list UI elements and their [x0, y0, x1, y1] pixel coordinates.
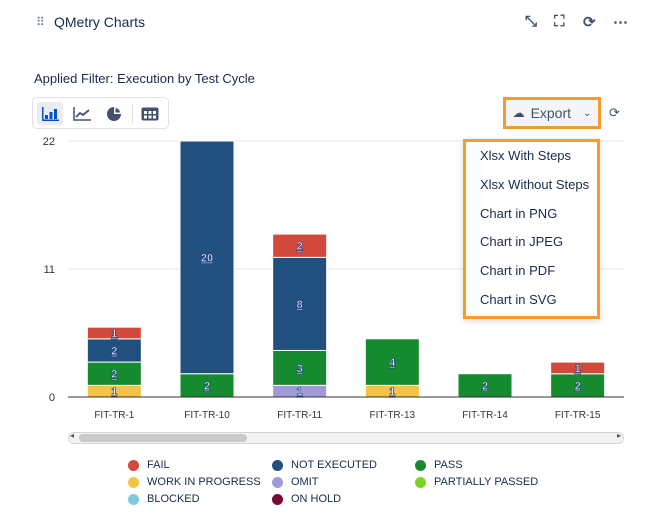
- data-label: 1: [575, 363, 581, 375]
- legend-item[interactable]: FAIL: [128, 459, 170, 471]
- menu-item-chart-jpeg[interactable]: Chart in JPEG: [480, 234, 564, 249]
- data-label: 1: [389, 386, 395, 398]
- x-tick-label: FIT-TR-10: [184, 410, 230, 421]
- legend-item[interactable]: OMIT: [272, 476, 319, 488]
- data-label: 3: [297, 363, 303, 375]
- bar-segment: [272, 233, 328, 258]
- cloud-download-icon: ☁: [512, 106, 525, 120]
- y-tick-label: 11: [44, 264, 55, 276]
- legend-dot-icon: [415, 476, 426, 488]
- legend-dot-icon: [128, 476, 139, 488]
- scrollbar-thumb[interactable]: [79, 434, 247, 442]
- export-button[interactable]: ☁ Export ⌄: [503, 97, 601, 129]
- legend-dot-icon: [272, 459, 283, 471]
- menu-item-xlsx-without-steps[interactable]: Xlsx Without Steps: [480, 177, 590, 192]
- y-tick-label: 22: [43, 136, 55, 148]
- legend-item[interactable]: NOT EXECUTED: [272, 459, 377, 471]
- legend-dot-icon: [272, 476, 283, 488]
- legend-label: PARTIALLY PASSED: [434, 476, 539, 488]
- legend-label: WORK IN PROGRESS: [147, 476, 261, 488]
- minimize-icon[interactable]: ⤡: [525, 13, 538, 30]
- menu-item-chart-png[interactable]: Chart in PNG: [480, 206, 558, 221]
- horizontal-scrollbar[interactable]: ◂ ▸: [68, 431, 624, 444]
- legend-item[interactable]: PARTIALLY PASSED: [415, 476, 538, 488]
- x-tick-label: FIT-TR-11: [277, 410, 322, 421]
- data-label: 2: [482, 380, 488, 392]
- data-label: 2: [575, 380, 581, 392]
- data-label: 4: [389, 357, 396, 369]
- refresh-chart-icon[interactable]: ⟳: [609, 105, 620, 120]
- data-label: 2: [111, 345, 117, 357]
- y-tick-label: 0: [49, 392, 55, 404]
- scroll-left-icon[interactable]: ◂: [70, 431, 75, 440]
- data-label: 2: [111, 369, 117, 381]
- bar-segment: [272, 349, 328, 386]
- bar-segment: [550, 361, 606, 375]
- x-tick-label: FIT-TR-1: [94, 410, 134, 421]
- bar-segment: [364, 338, 420, 386]
- more-icon[interactable]: ⋯: [613, 14, 628, 31]
- bar-segment: [272, 256, 328, 351]
- export-menu: Xlsx With Steps Xlsx Without Steps Chart…: [463, 139, 600, 319]
- data-label: 2: [204, 380, 210, 392]
- drag-handle-icon[interactable]: ⠿: [36, 15, 45, 29]
- x-tick-label: FIT-TR-13: [370, 410, 416, 421]
- stacked-bar-chart: 011221221FIT-TR-1220FIT-TR-101382FIT-TR-…: [43, 136, 624, 421]
- table-icon[interactable]: [137, 102, 163, 125]
- data-label: 2: [297, 241, 303, 253]
- chart-type-toolbar: [32, 97, 169, 129]
- legend-item[interactable]: ON HOLD: [272, 493, 341, 505]
- legend-item[interactable]: WORK IN PROGRESS: [128, 476, 261, 488]
- legend-label: PASS: [434, 459, 463, 471]
- legend-dot-icon: [128, 459, 139, 471]
- bar-chart-icon[interactable]: [37, 102, 63, 125]
- chevron-down-icon: ⌄: [583, 107, 592, 119]
- data-label: 1: [297, 386, 303, 398]
- pie-chart-icon[interactable]: [101, 102, 127, 125]
- bar-segment: [179, 140, 235, 375]
- fullscreen-icon[interactable]: ⛶: [554, 13, 565, 30]
- scroll-right-icon[interactable]: ▸: [616, 431, 621, 440]
- data-label: 8: [297, 299, 303, 311]
- legend-label: ON HOLD: [291, 493, 342, 505]
- legend-label: FAIL: [147, 459, 170, 471]
- legend-dot-icon: [415, 459, 426, 471]
- legend-dot-icon: [128, 493, 139, 505]
- x-tick-label: FIT-TR-15: [555, 410, 601, 421]
- menu-item-chart-svg[interactable]: Chart in SVG: [480, 292, 557, 307]
- legend-label: NOT EXECUTED: [291, 459, 377, 471]
- data-label: 1: [111, 386, 117, 398]
- applied-filter-label: Applied Filter: Execution by Test Cycle: [34, 71, 255, 86]
- refresh-icon[interactable]: ⟳: [583, 14, 596, 31]
- menu-item-xlsx-with-steps[interactable]: Xlsx With Steps: [480, 148, 572, 163]
- menu-item-chart-pdf[interactable]: Chart in PDF: [480, 263, 556, 278]
- legend-item[interactable]: BLOCKED: [128, 493, 200, 505]
- legend-item[interactable]: PASS: [415, 459, 463, 471]
- line-chart-icon[interactable]: [69, 102, 95, 125]
- bar-segment: [86, 326, 142, 340]
- x-tick-label: FIT-TR-14: [462, 410, 508, 421]
- legend-label: OMIT: [291, 476, 319, 488]
- data-label: 20: [201, 252, 213, 264]
- legend-dot-icon: [272, 493, 283, 505]
- widget-title: QMetry Charts: [54, 14, 146, 30]
- data-label: 1: [111, 328, 117, 340]
- export-label: Export: [530, 105, 572, 121]
- legend-label: BLOCKED: [147, 493, 200, 505]
